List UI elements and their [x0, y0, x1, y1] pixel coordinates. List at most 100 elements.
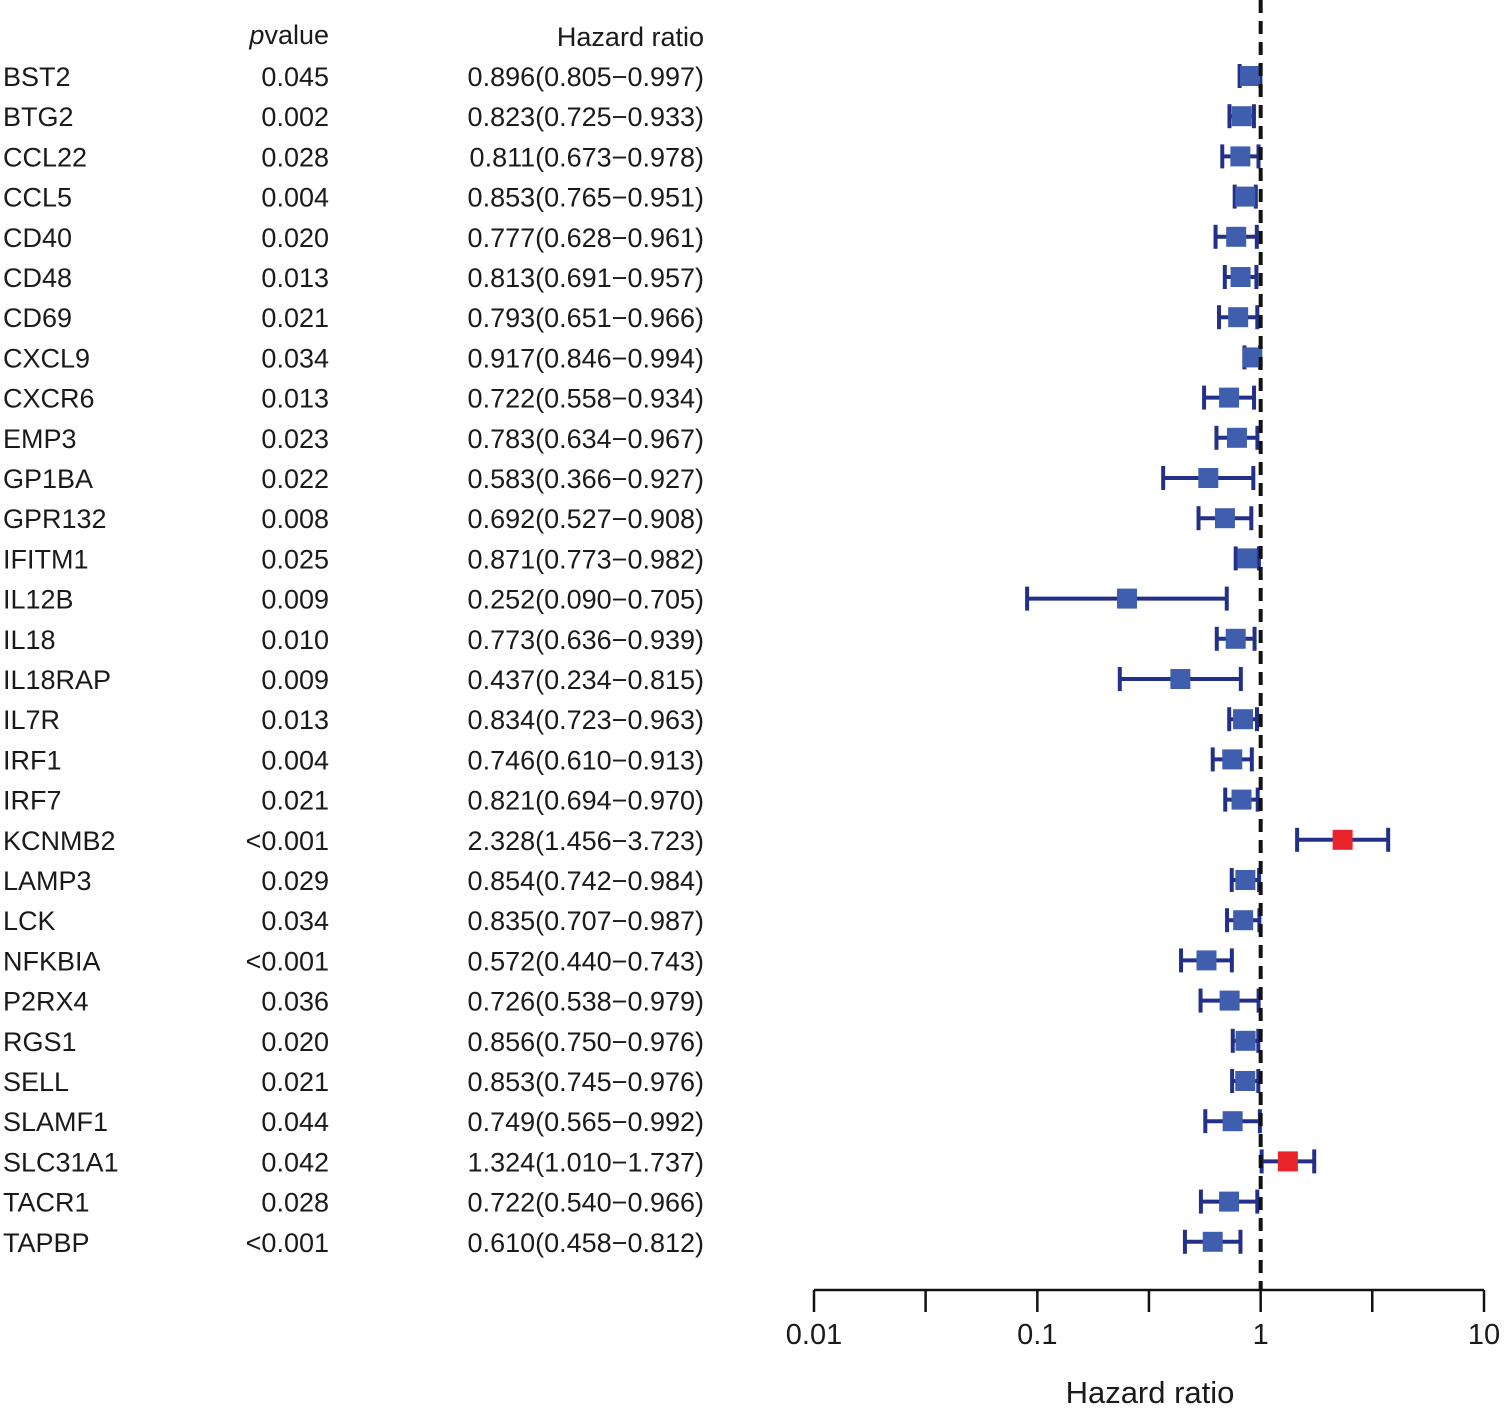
hr-text-nfkbia: 0.572(0.440−0.743) — [468, 946, 704, 976]
hr-text-slamf1: 0.749(0.565−0.992) — [468, 1107, 704, 1137]
hr-point-slc31a1 — [1277, 1151, 1298, 1172]
hr-text-bst2: 0.896(0.805−0.997) — [468, 62, 704, 92]
gene-label-cxcl9: CXCL9 — [3, 343, 90, 373]
pvalue-slamf1: 0.044 — [261, 1107, 329, 1137]
pvalue-kcnmb2: <0.001 — [246, 826, 329, 856]
pvalue-ifitm1: 0.025 — [261, 544, 329, 574]
hr-point-bst2 — [1240, 66, 1261, 86]
pvalue-il7r: 0.013 — [261, 705, 329, 735]
gene-label-nfkbia: NFKBIA — [3, 946, 101, 976]
gene-label-tapbp: TAPBP — [3, 1228, 90, 1258]
hr-point-btg2 — [1231, 106, 1252, 127]
hr-text-tapbp: 0.610(0.458−0.812) — [468, 1228, 704, 1258]
hr-point-il12b — [1116, 588, 1137, 609]
hr-text-slc31a1: 1.324(1.010−1.737) — [468, 1147, 704, 1177]
hr-point-ifitm1 — [1237, 548, 1258, 569]
hr-point-lck — [1233, 910, 1254, 931]
hr-text-btg2: 0.823(0.725−0.933) — [468, 102, 704, 132]
gene-label-sell: SELL — [3, 1067, 69, 1097]
pvalue-il18rap: 0.009 — [261, 665, 329, 695]
hr-text-cd48: 0.813(0.691−0.957) — [468, 263, 704, 293]
pvalue-gp1ba: 0.022 — [261, 464, 329, 494]
pvalue-lamp3: 0.029 — [261, 866, 329, 896]
gene-label-il18rap: IL18RAP — [3, 665, 111, 695]
hr-point-lamp3 — [1235, 870, 1256, 890]
hr-point-gp1ba — [1198, 468, 1219, 488]
gene-label-cd48: CD48 — [3, 263, 72, 293]
hr-point-cd69 — [1228, 307, 1249, 328]
hr-point-il7r — [1233, 709, 1254, 730]
gene-label-cxcr6: CXCR6 — [3, 384, 95, 414]
pvalue-tapbp: <0.001 — [246, 1228, 329, 1258]
hr-text-gp1ba: 0.583(0.366−0.927) — [468, 464, 704, 494]
gene-label-gpr132: GPR132 — [3, 504, 107, 534]
rows-table: BST2 0.045 0.896(0.805−0.997) BTG2 0.002 0.82… — [3, 62, 704, 1258]
pvalue-cd40: 0.020 — [261, 223, 329, 253]
gene-label-kcnmb2: KCNMB2 — [3, 826, 116, 856]
hr-text-il12b: 0.252(0.090−0.705) — [468, 585, 704, 615]
pvalue-cd48: 0.013 — [261, 263, 329, 293]
header-pvalue-rest: value — [264, 20, 329, 50]
gene-label-btg2: BTG2 — [3, 102, 74, 132]
hr-text-cd69: 0.793(0.651−0.966) — [468, 303, 704, 333]
hr-point-p2rx4 — [1219, 990, 1240, 1011]
gene-label-il18: IL18 — [3, 625, 56, 655]
hr-text-cxcr6: 0.722(0.558−0.934) — [468, 384, 704, 414]
hr-text-cd40: 0.777(0.628−0.961) — [468, 223, 704, 253]
hr-text-ccl5: 0.853(0.765−0.951) — [468, 183, 704, 213]
hr-text-il18rap: 0.437(0.234−0.815) — [468, 665, 704, 695]
gene-label-emp3: EMP3 — [3, 424, 77, 454]
hr-point-cxcr6 — [1219, 387, 1240, 408]
pvalue-rgs1: 0.020 — [261, 1027, 329, 1057]
pvalue-ccl5: 0.004 — [261, 183, 329, 213]
hr-text-emp3: 0.783(0.634−0.967) — [468, 424, 704, 454]
gene-label-ifitm1: IFITM1 — [3, 544, 89, 574]
gene-label-cd69: CD69 — [3, 303, 72, 333]
hr-point-cd48 — [1230, 267, 1251, 287]
hr-text-cxcl9: 0.917(0.846−0.994) — [468, 343, 704, 373]
gene-label-rgs1: RGS1 — [3, 1027, 77, 1057]
pvalue-tacr1: 0.028 — [261, 1188, 329, 1218]
hr-point-ccl22 — [1230, 146, 1251, 167]
pvalue-p2rx4: 0.036 — [261, 987, 329, 1017]
hr-point-slamf1 — [1222, 1111, 1243, 1132]
gene-label-slamf1: SLAMF1 — [3, 1107, 108, 1137]
hr-text-il7r: 0.834(0.723−0.963) — [468, 705, 704, 735]
gene-label-irf7: IRF7 — [3, 786, 62, 816]
hr-text-ccl22: 0.811(0.673−0.978) — [470, 142, 704, 172]
gene-label-ccl22: CCL22 — [3, 142, 87, 172]
hr-point-il18rap — [1170, 669, 1191, 689]
hr-point-rgs1 — [1235, 1030, 1256, 1051]
pvalue-gpr132: 0.008 — [261, 504, 329, 534]
x-tick-label-3: 10 — [1468, 1319, 1500, 1351]
gene-label-lck: LCK — [3, 906, 56, 936]
hr-point-emp3 — [1226, 427, 1247, 448]
hr-text-p2rx4: 0.726(0.538−0.979) — [468, 987, 704, 1017]
gene-label-il12b: IL12B — [3, 585, 74, 615]
hr-text-sell: 0.853(0.745−0.976) — [468, 1067, 704, 1097]
pvalue-irf7: 0.021 — [261, 786, 329, 816]
x-tick-label-1: 0.1 — [1017, 1319, 1057, 1351]
pvalue-nfkbia: <0.001 — [246, 946, 329, 976]
x-tick-label-2: 1 — [1253, 1319, 1269, 1351]
gene-label-lamp3: LAMP3 — [3, 866, 92, 896]
hr-text-irf1: 0.746(0.610−0.913) — [468, 745, 704, 775]
gene-label-bst2: BST2 — [3, 62, 71, 92]
pvalue-slc31a1: 0.042 — [261, 1147, 329, 1177]
hr-text-tacr1: 0.722(0.540−0.966) — [468, 1188, 704, 1218]
pvalue-irf1: 0.004 — [261, 745, 329, 775]
pvalue-cxcl9: 0.034 — [261, 343, 329, 373]
pvalue-sell: 0.021 — [261, 1067, 329, 1097]
header-pvalue-italic: p — [248, 20, 264, 50]
pvalue-btg2: 0.002 — [261, 102, 329, 132]
hr-text-rgs1: 0.856(0.750−0.976) — [468, 1027, 704, 1057]
hr-point-irf1 — [1222, 749, 1243, 770]
gene-label-gp1ba: GP1BA — [3, 464, 93, 494]
hr-point-nfkbia — [1196, 950, 1217, 971]
gene-label-slc31a1: SLC31A1 — [3, 1147, 119, 1177]
hr-point-ccl5 — [1235, 186, 1256, 207]
hr-point-irf7 — [1231, 789, 1252, 810]
forest-marks — [1025, 64, 1391, 1254]
hr-point-kcnmb2 — [1332, 829, 1353, 850]
hr-point-tacr1 — [1219, 1191, 1240, 1212]
